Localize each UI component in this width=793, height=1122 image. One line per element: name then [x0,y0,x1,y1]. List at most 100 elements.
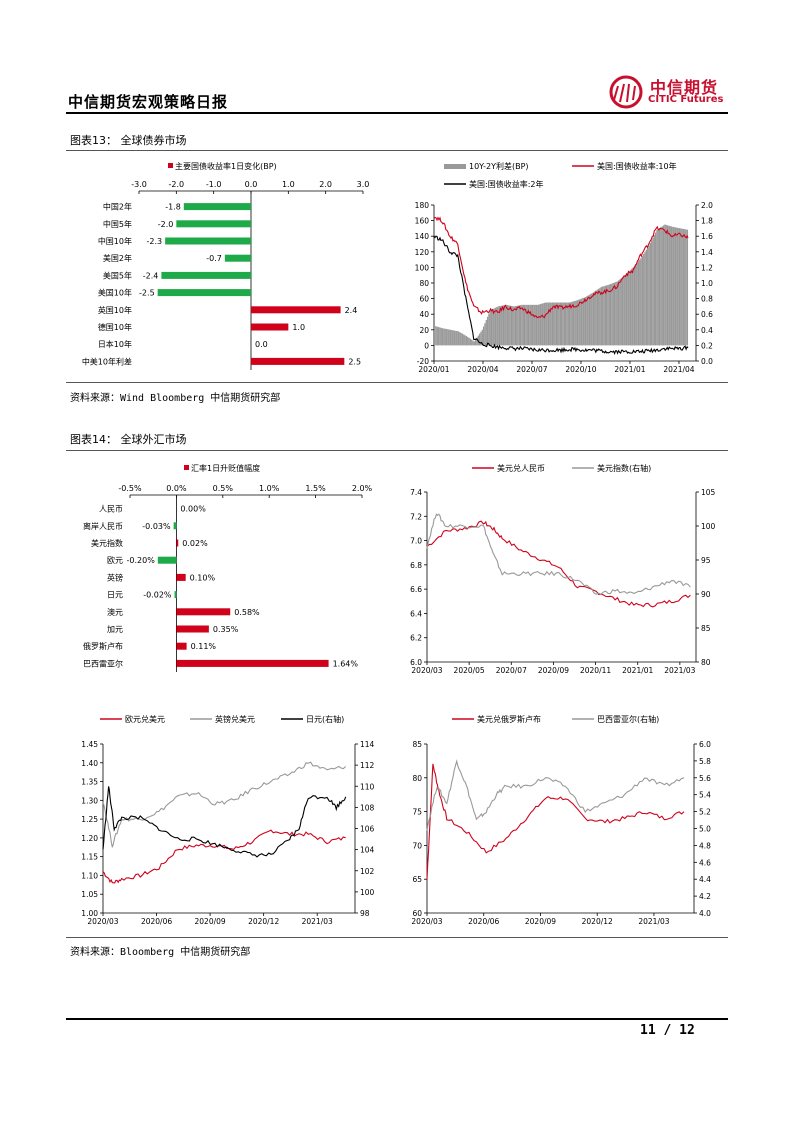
section2-bottom-rule [66,937,728,938]
spread-bar [584,297,587,346]
series-line [433,235,689,355]
x-tick-label: 1.0% [259,484,280,493]
spread-bar [526,304,528,346]
spread-bar [676,227,678,346]
data-label: 1.64% [333,659,359,668]
spread-bar [628,271,630,346]
spread-bar [566,302,568,346]
spread-bar [443,328,445,346]
y-right-tick-label: 0.6 [701,310,713,319]
spread-bar [513,306,515,346]
y-left-tick-label: 75 [412,808,422,817]
y-right-tick-label: 1.8 [701,217,713,226]
y-right-tick-label: 100 [360,888,375,897]
spread-bar [527,304,530,346]
spread-bar [520,305,522,346]
spread-bar [494,307,497,346]
chart-bond-yield-change: 主要国债收益率1日变化(BP) -3.0 -2.0 -1.0 0.0 1.0 2.0 3.0 中… [82,161,369,370]
spread-bar [471,339,473,346]
spread-bar [490,309,493,346]
spread-bar [576,300,579,346]
y-right-tick-label: 104 [360,846,375,855]
spread-bar [518,305,520,346]
spread-bar [463,334,465,346]
y-right-tick-label: 5.2 [699,808,711,817]
spread-bar [572,301,575,346]
y-left-tick-label: 1.10 [81,871,98,880]
bar [176,573,186,581]
spread-bar [539,304,542,346]
spread-bar [464,335,466,346]
logo-cn-text: 中信期货 [650,78,719,97]
section2-top-rule [66,450,728,451]
y-right-tick-label: 6.0 [699,740,711,749]
spread-bar [467,336,469,346]
spread-bar [574,300,576,346]
legend-label: 10Y-2Y利差(BP) [469,161,529,171]
spread-bar [535,304,538,346]
data-label: 0.35% [213,625,239,634]
spread-bar [546,302,548,346]
series-line [426,520,691,608]
y-right-tick-label: 1.0 [701,279,713,288]
spread-bar [615,281,617,346]
series-line [102,761,347,848]
spread-bar [550,302,552,346]
spread-bar [516,305,518,346]
spread-bar [481,329,483,346]
data-label: -2.0 [158,220,174,229]
bar [183,203,251,211]
spread-bar [484,323,486,346]
spread-bar [545,302,547,346]
spread-bar [623,276,625,346]
x-tick-label: 2020/06 [141,917,172,926]
x-tick-label: 2020/09 [525,917,556,926]
spread-bar [460,332,462,346]
series-line [426,763,685,880]
section1-bottom-rule [66,382,728,383]
y-right-tick-label: 5.0 [699,825,711,834]
spread-bar [656,229,658,346]
x-tick-label: 2020/09 [538,666,569,675]
category-label: 美元指数 [91,538,123,548]
spread-bar [447,329,449,346]
spread-bar [575,300,577,346]
spread-bar [677,227,679,346]
x-tick-label: 2020/12 [248,917,279,926]
spread-bar [444,328,446,346]
x-tick-label: 2020/03 [87,917,118,926]
spread-bar [455,330,457,346]
spread-bar [476,337,478,346]
spread-bar [543,302,546,346]
y-left-tick-label: 70 [412,841,422,850]
spread-bar [617,280,620,346]
category-label: 加元 [107,624,123,634]
spread-bar [629,270,632,346]
x-tick-label: 2020/03 [411,917,442,926]
y-left-tick-label: 65 [412,875,422,884]
spread-bar [590,293,592,346]
spread-bar [555,302,558,346]
y-left-tick-label: 40 [419,310,429,319]
spread-bar [620,278,622,346]
spread-bar [517,305,519,346]
chart-eur-gbp-jpy: 1.00 1.05 1.10 1.15 1.20 1.25 1.30 1.35 1.40 1.45… [81,714,375,926]
spread-bar [583,297,585,346]
spread-bar [649,242,651,346]
y-right-tick-label: 110 [360,782,375,791]
spread-bar [485,320,487,346]
x-tick-label: -2.0 [169,180,185,189]
y-right-tick-label: 4.0 [699,909,711,918]
spread-bar [662,225,665,346]
page-number: 11 / 12 [640,1023,695,1038]
y-left-tick-label: 1.35 [81,778,98,787]
spread-bar [570,302,572,346]
spread-bar [595,290,597,346]
bar [157,289,251,297]
bar [176,625,209,633]
spread-bar [652,237,654,346]
data-label: 2.4 [345,306,358,315]
category-label: 日本10年 [98,339,132,349]
y-right-tick-label: 4.6 [699,858,711,867]
spread-bar [580,298,583,346]
